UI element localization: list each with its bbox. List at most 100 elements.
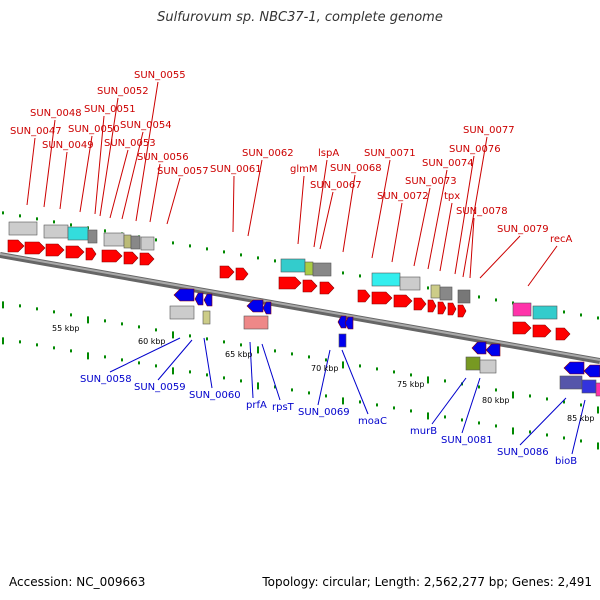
reverse-gene-arrow xyxy=(485,343,501,357)
forward-gene-arrow xyxy=(555,327,571,341)
gene-label: SUN_0078 xyxy=(456,206,508,217)
tick-mark xyxy=(376,367,378,371)
gene-label: SUN_0057 xyxy=(157,166,209,177)
forward-gene-box xyxy=(87,229,98,244)
reverse-gene-box xyxy=(338,333,347,348)
leader-line xyxy=(431,377,467,425)
reverse-gene-arrow xyxy=(471,341,487,355)
tick-mark xyxy=(359,274,361,278)
tick-mark xyxy=(104,319,106,323)
reverse-strand-genes xyxy=(169,288,600,397)
reverse-gene-arrow xyxy=(262,301,272,315)
forward-gene-labels: SUN_0047 SUN_0048 SUN_0049 SUN_0050 SUN_… xyxy=(10,70,573,245)
tick-mark xyxy=(206,247,208,251)
forward-gene-box xyxy=(280,258,306,273)
leader-line xyxy=(479,235,521,279)
tick-mark xyxy=(308,355,310,359)
leader-line xyxy=(439,202,453,272)
tick-mark xyxy=(359,364,361,368)
reverse-gene-arrow xyxy=(583,364,600,378)
tick-mark xyxy=(393,406,395,410)
kbp-label: 80 kbp xyxy=(482,396,510,405)
tick-mark xyxy=(478,421,480,425)
tick-mark xyxy=(580,313,582,317)
gene-label: SUN_0049 xyxy=(42,140,94,151)
tick-mark xyxy=(342,361,344,369)
forward-gene-arrow xyxy=(427,299,437,313)
tick-mark xyxy=(53,220,55,224)
gene-label: SUN_0056 xyxy=(137,152,189,163)
leader-line xyxy=(247,159,263,237)
tick-mark xyxy=(376,403,378,407)
gene-label: SUN_0050 xyxy=(68,124,120,135)
gene-label: SUN_0071 xyxy=(364,148,416,159)
leader-line xyxy=(157,339,193,381)
gene-label: moaC xyxy=(358,416,387,427)
leader-line xyxy=(79,135,93,213)
gene-label: SUN_0053 xyxy=(104,138,156,149)
gene-label: SUN_0068 xyxy=(330,163,382,174)
reverse-gene-box xyxy=(465,356,481,371)
forward-gene-box xyxy=(371,272,401,287)
gene-label: tpx xyxy=(444,191,460,202)
reverse-gene-box xyxy=(243,315,269,330)
tick-mark xyxy=(70,349,72,353)
leader-line xyxy=(109,149,129,219)
reverse-gene-arrow xyxy=(563,361,585,375)
forward-gene-box xyxy=(43,224,69,239)
reverse-gene-box xyxy=(595,382,600,397)
tick-mark xyxy=(104,229,106,233)
forward-gene-box xyxy=(130,235,141,250)
label-leader-lines xyxy=(26,81,586,455)
reverse-gene-box xyxy=(169,305,195,320)
kbp-label: 85 kbp xyxy=(567,414,595,423)
reverse-gene-arrow xyxy=(337,315,347,329)
gene-label: rpsT xyxy=(272,402,295,413)
forward-gene-box xyxy=(67,226,89,241)
forward-gene-arrow xyxy=(45,243,65,257)
tick-mark xyxy=(53,346,55,350)
leader-line xyxy=(109,337,181,373)
tick-mark xyxy=(257,346,259,354)
reverse-gene-arrow xyxy=(194,292,204,306)
leader-line xyxy=(121,131,144,220)
tick-mark xyxy=(580,439,582,443)
tick-mark xyxy=(529,430,531,434)
leader-line xyxy=(203,337,213,389)
gene-label: SUN_0055 xyxy=(134,70,186,81)
leader-line xyxy=(391,202,403,263)
leader-line xyxy=(413,187,431,267)
forward-gene-arrow xyxy=(219,265,235,279)
tick-mark xyxy=(19,304,21,308)
tick-mark xyxy=(597,442,599,450)
tick-mark xyxy=(36,217,38,221)
reverse-gene-box xyxy=(559,375,583,390)
tick-mark xyxy=(104,355,106,359)
gene-label: SUN_0086 xyxy=(497,447,549,458)
gene-label: SUN_0081 xyxy=(441,435,493,446)
leader-line xyxy=(341,349,369,415)
tick-mark xyxy=(563,400,565,404)
gene-label: prfA xyxy=(246,400,267,411)
forward-gene-arrow xyxy=(447,302,457,316)
tick-mark xyxy=(70,313,72,317)
forward-gene-arrow xyxy=(371,291,393,305)
gene-label: SUN_0052 xyxy=(97,86,149,97)
forward-gene-arrow xyxy=(302,279,318,293)
tick-mark xyxy=(189,244,191,248)
forward-gene-box xyxy=(103,232,125,247)
forward-gene-arrow xyxy=(532,324,552,338)
tick-mark xyxy=(155,238,157,242)
gene-label: SUN_0079 xyxy=(497,224,549,235)
tick-mark xyxy=(546,397,548,401)
tick-mark xyxy=(2,337,4,345)
forward-gene-arrow xyxy=(235,267,249,281)
tick-mark xyxy=(274,349,276,353)
leader-line xyxy=(571,399,586,455)
tick-mark xyxy=(393,370,395,374)
forward-gene-box xyxy=(439,286,453,301)
reverse-gene-labels: SUN_0058 SUN_0059 SUN_0060 prfA rpsT SUN… xyxy=(80,374,577,467)
forward-gene-box xyxy=(512,302,532,317)
tick-mark xyxy=(291,352,293,356)
